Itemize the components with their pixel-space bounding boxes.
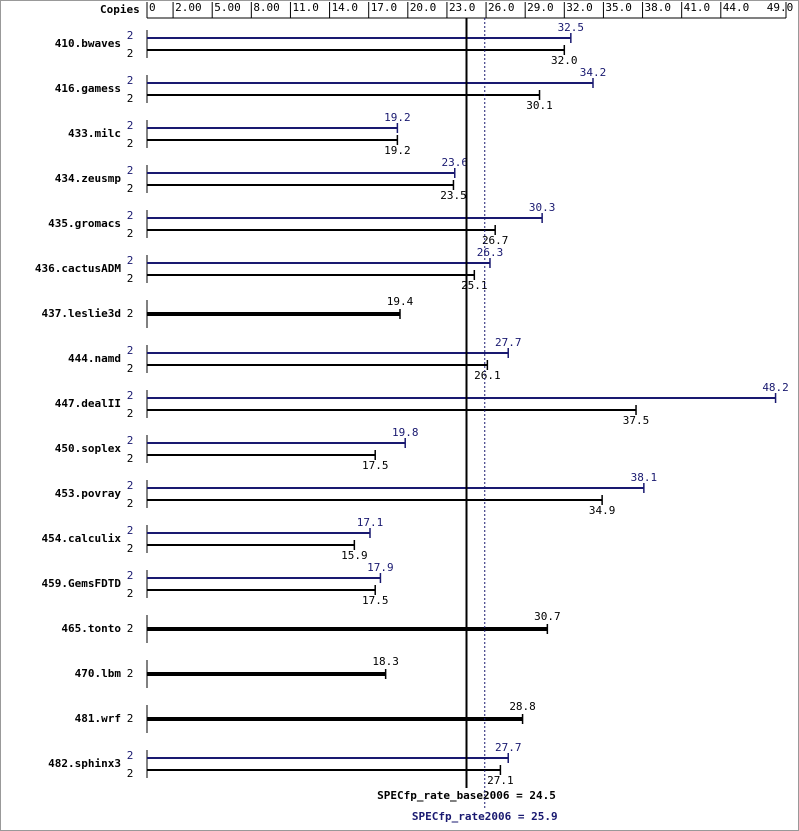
x-axis-title: Copies (100, 3, 140, 16)
copies-label: 2 (127, 452, 134, 465)
x-tick-label: 35.0 (605, 1, 632, 14)
copies-label: 2 (127, 227, 134, 240)
category-label: 481.wrf (75, 712, 121, 725)
copies-label: 2 (127, 362, 134, 375)
value-label: 27.1 (487, 774, 514, 787)
category-label: 459.GemsFDTD (42, 577, 122, 590)
category-label: 453.povray (55, 487, 122, 500)
value-label: 30.7 (534, 610, 561, 623)
value-label: 26.3 (477, 246, 504, 259)
value-label: 30.1 (526, 99, 553, 112)
copies-label: 2 (127, 407, 134, 420)
copies-label: 2 (127, 524, 134, 537)
category-label: 410.bwaves (55, 37, 121, 50)
x-tick-label: 0 (149, 1, 156, 14)
category-label: 482.sphinx3 (48, 757, 121, 770)
x-tick-label: 2.00 (175, 1, 202, 14)
copies-label: 2 (127, 587, 134, 600)
category-label: 450.soplex (55, 442, 122, 455)
value-label: 17.1 (357, 516, 384, 529)
reference-label: SPECfp_rate2006 = 25.9 (412, 810, 558, 823)
category-label: 454.calculix (42, 532, 122, 545)
x-tick-label: 41.0 (684, 1, 711, 14)
copies-label: 2 (127, 29, 134, 42)
x-tick-label: 32.0 (566, 1, 593, 14)
category-label: 465.tonto (61, 622, 121, 635)
category-label: 436.cactusADM (35, 262, 121, 275)
copies-label: 2 (127, 767, 134, 780)
reference-label: SPECfp_rate_base2006 = 24.5 (377, 789, 556, 802)
x-tick-label: 38.0 (645, 1, 672, 14)
copies-label: 2 (127, 542, 134, 555)
value-label: 26.7 (482, 234, 509, 247)
value-label: 37.5 (623, 414, 650, 427)
copies-label: 2 (127, 119, 134, 132)
value-label: 32.0 (551, 54, 578, 67)
copies-label: 2 (127, 389, 134, 402)
x-tick-label: 8.00 (253, 1, 280, 14)
value-label: 17.5 (362, 594, 389, 607)
copies-label: 2 (127, 92, 134, 105)
copies-label: 2 (127, 479, 134, 492)
category-label: 416.gamess (55, 82, 121, 95)
category-label: 447.dealII (55, 397, 121, 410)
copies-label: 2 (127, 137, 134, 150)
x-tick-label: 26.0 (488, 1, 515, 14)
value-label: 30.3 (529, 201, 556, 214)
category-label: 434.zeusmp (55, 172, 122, 185)
copies-label: 2 (127, 749, 134, 762)
value-label: 23.6 (442, 156, 469, 169)
x-tick-label: 11.0 (292, 1, 319, 14)
value-label: 28.8 (509, 700, 536, 713)
x-tick-label: 14.0 (332, 1, 359, 14)
copies-label: 2 (127, 182, 134, 195)
copies-label: 2 (127, 74, 134, 87)
copies-label: 2 (127, 344, 134, 357)
x-tick-label: 29.0 (527, 1, 554, 14)
value-label: 38.1 (631, 471, 658, 484)
copies-label: 2 (127, 497, 134, 510)
category-label: 433.milc (68, 127, 121, 140)
category-label: 437.leslie3d (42, 307, 121, 320)
x-tick-label: 23.0 (449, 1, 476, 14)
copies-label: 2 (127, 712, 134, 725)
value-label: 34.9 (589, 504, 616, 517)
copies-label: 2 (127, 434, 134, 447)
copies-label: 2 (127, 164, 134, 177)
value-label: 48.2 (762, 381, 789, 394)
value-label: 23.5 (440, 189, 467, 202)
value-label: 19.2 (384, 111, 411, 124)
category-label: 470.lbm (75, 667, 122, 680)
value-label: 34.2 (580, 66, 607, 79)
x-tick-label: 44.0 (723, 1, 750, 14)
copies-label: 2 (127, 47, 134, 60)
copies-label: 2 (127, 667, 134, 680)
value-label: 25.1 (461, 279, 488, 292)
category-label: 435.gromacs (48, 217, 121, 230)
copies-label: 2 (127, 254, 134, 267)
value-label: 19.4 (387, 295, 414, 308)
value-label: 27.7 (495, 741, 522, 754)
category-label: 444.namd (68, 352, 121, 365)
value-label: 27.7 (495, 336, 522, 349)
copies-label: 2 (127, 307, 134, 320)
x-tick-label: 5.00 (214, 1, 241, 14)
copies-label: 2 (127, 209, 134, 222)
value-label: 19.2 (384, 144, 411, 157)
x-tick-label: 20.0 (410, 1, 437, 14)
copies-label: 2 (127, 272, 134, 285)
x-tick-label: 49.0 (767, 1, 794, 14)
value-label: 15.9 (341, 549, 368, 562)
value-label: 26.1 (474, 369, 501, 382)
value-label: 17.5 (362, 459, 389, 472)
value-label: 32.5 (558, 21, 585, 34)
copies-label: 2 (127, 569, 134, 582)
value-label: 17.9 (367, 561, 394, 574)
copies-label: 2 (127, 622, 134, 635)
value-label: 19.8 (392, 426, 419, 439)
value-label: 18.3 (372, 655, 399, 668)
x-tick-label: 17.0 (371, 1, 398, 14)
